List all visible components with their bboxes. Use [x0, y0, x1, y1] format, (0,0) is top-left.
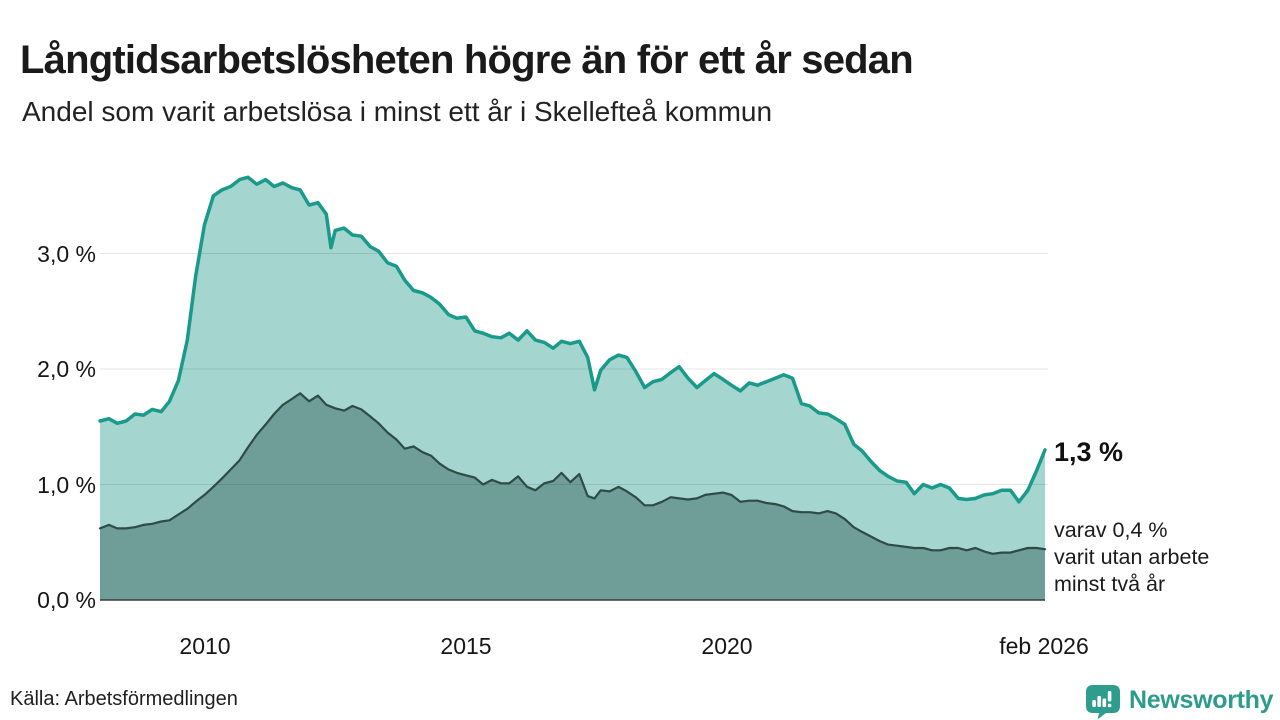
y-tick-1: 1,0 %	[37, 472, 96, 498]
x-tick-2010: 2010	[179, 633, 231, 659]
annotation-line-1: varav 0,4 %	[1054, 518, 1168, 542]
chart-subtitle: Andel som varit arbetslösa i minst ett å…	[22, 96, 773, 127]
gridlines	[100, 253, 1048, 485]
secondary-value-annotation: varav 0,4 % varit utan arbete minst två …	[1054, 517, 1209, 598]
newsworthy-wordmark: Newsworthy	[1129, 685, 1274, 714]
line-unemployed-one-year	[98, 175, 1047, 504]
source-attribution: Källa: Arbetsförmedlingen	[10, 688, 238, 710]
annotation-line-3: minst två år	[1054, 572, 1166, 596]
y-tick-0: 0,0 %	[37, 587, 96, 613]
page-title: Långtidsarbetslösheten högre än för ett …	[20, 37, 914, 82]
area-unemployed-two-years	[100, 393, 1045, 600]
x-tick-2015: 2015	[440, 633, 492, 659]
x-tick-feb-2026: feb 2026	[999, 633, 1089, 659]
line-unemployed-two-years	[98, 392, 1047, 555]
y-tick-3: 3,0 %	[37, 241, 96, 267]
annotation-line-2: varit utan arbete	[1054, 545, 1210, 569]
newsworthy-bubble-chart-icon	[1086, 684, 1120, 719]
latest-value-label: 1,3 %	[1054, 437, 1124, 467]
y-tick-2: 2,0 %	[37, 356, 96, 382]
newsworthy-logo: Newsworthy	[1086, 684, 1274, 720]
x-tick-2020: 2020	[701, 633, 753, 659]
